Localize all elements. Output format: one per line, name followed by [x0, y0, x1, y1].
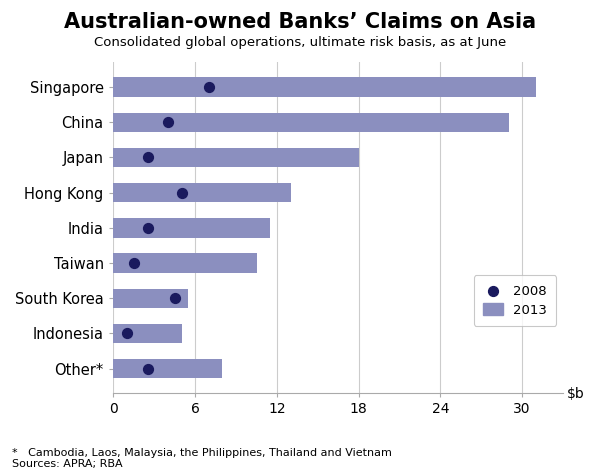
Bar: [113, 359, 223, 378]
Bar: [113, 324, 182, 343]
Bar: [113, 77, 536, 97]
Text: *   Cambodia, Laos, Malaysia, the Philippines, Thailand and Vietnam
Sources: APR: * Cambodia, Laos, Malaysia, the Philippi…: [12, 447, 392, 469]
Text: $b: $b: [567, 387, 585, 401]
Point: [170, 294, 179, 302]
Point: [204, 83, 214, 91]
Bar: [113, 218, 270, 237]
Point: [122, 329, 132, 337]
Text: Australian-owned Banks’ Claims on Asia: Australian-owned Banks’ Claims on Asia: [64, 12, 536, 32]
Point: [177, 189, 187, 196]
Text: Consolidated global operations, ultimate risk basis, as at June: Consolidated global operations, ultimate…: [94, 36, 506, 48]
Point: [143, 365, 152, 373]
Bar: [113, 113, 509, 132]
Point: [129, 259, 139, 267]
Point: [143, 154, 152, 161]
Point: [163, 118, 173, 126]
Bar: [113, 183, 290, 202]
Legend: 2008, 2013: 2008, 2013: [474, 275, 556, 326]
Bar: [113, 289, 188, 308]
Bar: [113, 148, 359, 167]
Point: [143, 224, 152, 232]
Bar: [113, 254, 257, 273]
